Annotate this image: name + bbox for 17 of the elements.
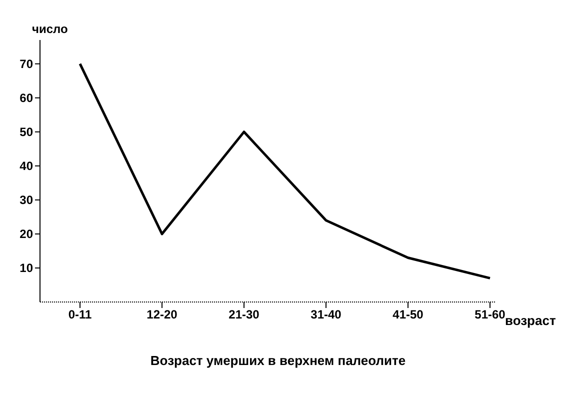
x-tick-label: 21-30 bbox=[228, 308, 260, 322]
line-series bbox=[78, 62, 492, 280]
x-tick-label: 41-50 bbox=[392, 308, 424, 322]
x-tick-label: 31-40 bbox=[310, 308, 342, 322]
y-tick-label: 30 bbox=[20, 193, 34, 208]
y-tick-label: 20 bbox=[20, 227, 34, 242]
x-tick-label: 12-20 bbox=[146, 308, 178, 322]
y-tick-label: 60 bbox=[20, 91, 34, 106]
y-axis-title: число bbox=[32, 22, 68, 36]
text: Возраст умерших в верхнем палеолите bbox=[149, 353, 407, 368]
x-tick-label: 0-11 bbox=[68, 308, 92, 322]
x-axis-title: возраст bbox=[505, 313, 556, 328]
y-tick-label: 50 bbox=[20, 125, 34, 140]
y-tick-label: 40 bbox=[20, 159, 34, 174]
y-tick-label: 10 bbox=[20, 261, 34, 276]
x-tick-label: 51-60 bbox=[474, 308, 506, 322]
y-tick-label: 70 bbox=[20, 57, 34, 72]
